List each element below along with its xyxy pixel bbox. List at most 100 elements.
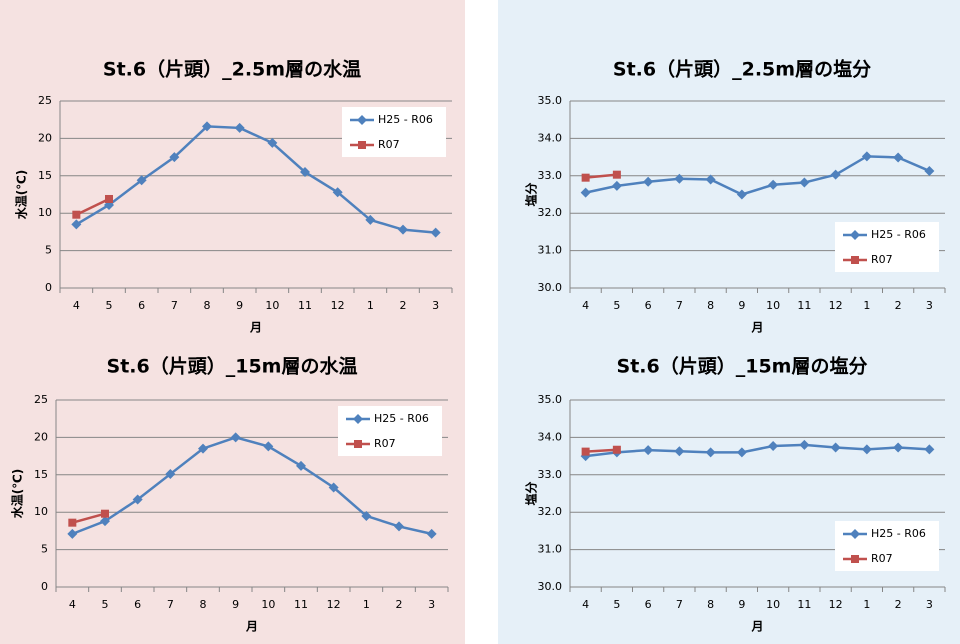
x-tick-label: 2 xyxy=(895,598,902,611)
data-point xyxy=(328,482,339,493)
y-tick-label: 30.0 xyxy=(538,281,563,294)
x-tick-label: 8 xyxy=(204,299,211,312)
x-tick-label: 2 xyxy=(895,299,902,312)
y-tick-label: 0 xyxy=(45,281,52,294)
y-tick-label: 30.0 xyxy=(538,580,563,593)
x-tick-label: 11 xyxy=(797,598,811,611)
y-tick-label: 25 xyxy=(34,393,48,406)
series-line xyxy=(71,436,432,536)
x-axis-label: 月 xyxy=(750,620,763,634)
y-tick-label: 34.0 xyxy=(538,131,563,144)
data-point xyxy=(296,460,306,471)
y-tick-label: 31.0 xyxy=(538,543,563,556)
data-point xyxy=(924,444,935,455)
data-point xyxy=(361,510,372,521)
legend-label: H25 - R06 xyxy=(871,228,926,241)
series-line xyxy=(72,512,106,524)
x-tick-label: 1 xyxy=(863,299,870,312)
legend-marker xyxy=(357,115,367,125)
x-tick-label: 7 xyxy=(167,598,174,611)
data-point xyxy=(72,210,81,219)
y-tick-label: 25 xyxy=(38,94,52,107)
x-tick-label: 4 xyxy=(582,598,589,611)
y-axis-label: 水温(℃) xyxy=(10,469,25,519)
data-point xyxy=(736,447,747,458)
y-tick-label: 5 xyxy=(45,244,52,257)
x-tick-label: 10 xyxy=(766,299,780,312)
y-tick-label: 0 xyxy=(41,580,48,593)
x-axis-label: 月 xyxy=(249,321,262,335)
data-point xyxy=(263,441,274,452)
y-axis-label: 水温(℃) xyxy=(14,170,29,220)
data-point xyxy=(861,151,872,162)
data-point xyxy=(132,494,143,505)
data-point xyxy=(198,443,208,454)
data-point xyxy=(736,189,747,200)
data-point xyxy=(705,447,716,458)
y-tick-label: 10 xyxy=(38,206,52,219)
x-tick-label: 5 xyxy=(613,598,620,611)
x-tick-label: 3 xyxy=(432,299,439,312)
data-point xyxy=(799,439,810,450)
x-tick-label: 12 xyxy=(829,598,843,611)
data-point xyxy=(105,194,113,203)
y-tick-label: 10 xyxy=(34,505,48,518)
x-tick-label: 7 xyxy=(676,598,683,611)
data-point xyxy=(643,445,654,456)
data-point xyxy=(136,175,147,186)
series-line xyxy=(585,173,617,179)
x-tick-label: 10 xyxy=(265,299,279,312)
x-tick-label: 11 xyxy=(298,299,312,312)
y-tick-label: 20 xyxy=(38,131,52,144)
data-point xyxy=(768,441,779,452)
y-tick-label: 35.0 xyxy=(538,94,563,107)
data-point xyxy=(611,180,622,191)
legend-marker xyxy=(851,256,859,264)
x-tick-label: 2 xyxy=(396,598,403,611)
data-point xyxy=(705,174,716,185)
y-axis-label: 塩分 xyxy=(524,182,539,206)
data-point xyxy=(101,509,109,518)
x-tick-label: 5 xyxy=(106,299,113,312)
legend-marker xyxy=(850,230,860,240)
chart-title: St.6（片頭）_15m層の塩分 xyxy=(617,355,868,378)
series-line xyxy=(75,197,110,216)
x-tick-label: 4 xyxy=(73,299,80,312)
data-point xyxy=(924,165,935,176)
data-point xyxy=(893,442,904,453)
x-tick-label: 4 xyxy=(69,598,76,611)
x-tick-label: 6 xyxy=(645,299,652,312)
x-tick-label: 3 xyxy=(428,598,435,611)
data-point xyxy=(68,518,77,527)
data-point xyxy=(799,177,810,188)
panel xyxy=(0,0,465,644)
x-tick-label: 2 xyxy=(400,299,407,312)
y-tick-label: 33.0 xyxy=(538,169,563,182)
y-tick-label: 15 xyxy=(38,169,52,182)
data-point xyxy=(230,432,241,443)
x-tick-label: 12 xyxy=(331,299,345,312)
data-point xyxy=(365,214,376,225)
x-tick-label: 1 xyxy=(863,598,870,611)
x-tick-label: 11 xyxy=(797,299,811,312)
x-tick-label: 5 xyxy=(613,299,620,312)
data-point xyxy=(267,137,278,148)
y-axis-label: 塩分 xyxy=(524,481,539,505)
y-tick-label: 5 xyxy=(41,543,48,556)
legend-marker xyxy=(850,529,860,539)
data-point xyxy=(202,121,212,132)
data-point xyxy=(768,179,779,190)
data-point xyxy=(430,227,441,238)
data-point xyxy=(893,152,904,163)
data-point xyxy=(674,173,685,184)
data-point xyxy=(674,446,685,457)
data-point xyxy=(234,122,245,133)
legend-marker xyxy=(354,440,362,448)
y-tick-label: 20 xyxy=(34,430,48,443)
x-tick-label: 9 xyxy=(236,299,243,312)
data-point xyxy=(426,528,437,539)
legend-label: H25 - R06 xyxy=(374,412,429,425)
data-point xyxy=(398,224,408,235)
x-tick-label: 1 xyxy=(363,598,370,611)
